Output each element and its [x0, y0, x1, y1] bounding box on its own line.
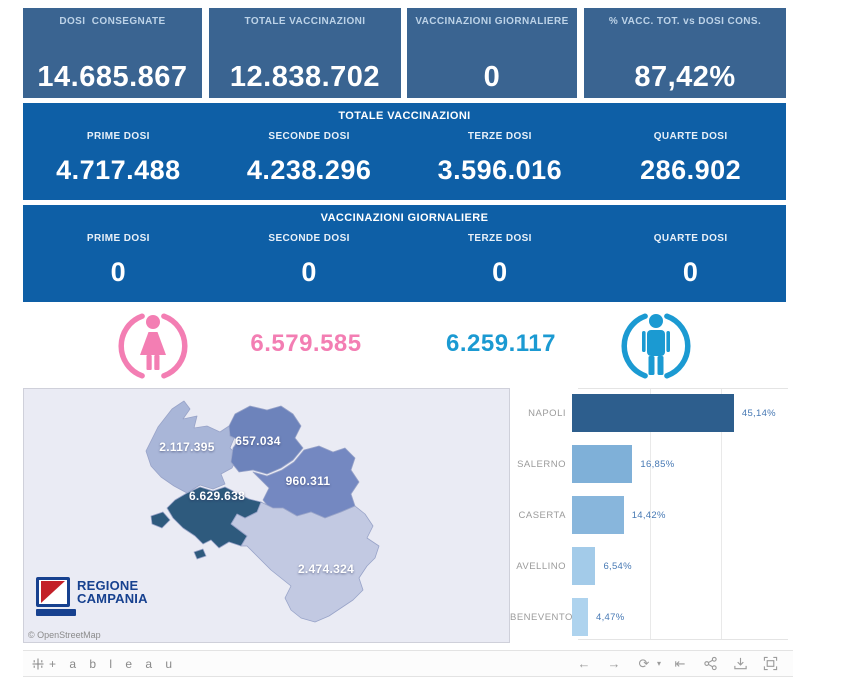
daily-terze-dosi: TERZE DOSI 0 — [467, 233, 532, 287]
osm-attribution[interactable]: © OpenStreetMap — [28, 630, 101, 640]
female-total: 6.579.585 — [250, 330, 362, 357]
campania-map — [145, 400, 380, 623]
totals-seconde-dosi: SECONDE DOSI 4.238.296 — [246, 131, 372, 185]
province-bar-chart: NAPOLI 45,14% SALERNO 16,85% CASERTA 14,… — [510, 388, 800, 643]
kpi-label: TOTALE VACCINAZIONI — [244, 16, 366, 27]
bar-row-napoli[interactable]: NAPOLI 45,14% — [510, 394, 800, 432]
kpi-value: 87,42% — [634, 61, 736, 93]
kpi-label: % VACC. TOT. vs DOSI CONS. — [608, 16, 762, 27]
bar-benevento[interactable] — [572, 598, 589, 636]
gridline-20 — [649, 389, 651, 639]
logo-line2: CAMPANIA — [77, 591, 148, 606]
bar-row-caserta[interactable]: CASERTA 14,42% — [510, 496, 800, 534]
male-total: 6.259.117 — [446, 330, 556, 357]
undo-icon[interactable]: ← — [577, 656, 591, 671]
totals-band-title: TOTALE VACCINAZIONI — [338, 110, 471, 122]
chart-plot-area — [578, 388, 788, 640]
map-value-salerno: 2.474.324 — [297, 562, 355, 576]
totals-prime-dosi: PRIME DOSI 4.717.488 — [56, 131, 181, 185]
replay-caret-icon[interactable]: ▾ — [656, 659, 661, 668]
logo-line1: REGIONE — [77, 578, 139, 593]
skip-to-start-icon[interactable]: ⇤ — [674, 655, 686, 671]
fullscreen-icon[interactable] — [755, 652, 785, 676]
map-island-capri — [193, 548, 207, 560]
kpi-label: VACCINAZIONI GIORNALIERE — [415, 16, 569, 27]
map-region-benevento — [228, 405, 304, 475]
bar-row-salerno[interactable]: SALERNO 16,85% — [510, 445, 800, 483]
redo-icon[interactable]: → — [607, 656, 621, 671]
bar-avellino[interactable] — [572, 547, 596, 585]
kpi-dosi-consegnate: DOSI CONSEGNATE 14.685.867 — [23, 8, 202, 98]
male-icon — [620, 310, 692, 387]
map-value-benevento: 657.034 — [235, 434, 281, 448]
daily-quarte-dosi: QUARTE DOSI 0 — [653, 233, 728, 287]
kpi-value: 14.685.867 — [37, 61, 188, 93]
map-value-avellino: 960.311 — [285, 474, 331, 488]
daily-band: VACCINAZIONI GIORNALIERE PRIME DOSI 0 SE… — [23, 205, 786, 302]
regione-campania-logo: REGIONE CAMPANIA — [36, 577, 148, 616]
daily-seconde-dosi: SECONDE DOSI 0 — [268, 233, 350, 287]
kpi-perc-vacc-vs-dosi: % VACC. TOT. vs DOSI CONS. 87,42% — [584, 8, 786, 98]
share-icon[interactable] — [695, 652, 725, 676]
totals-band: TOTALE VACCINAZIONI PRIME DOSI 4.717.488… — [23, 103, 786, 200]
kpi-value: 12.838.702 — [229, 61, 381, 93]
tableau-mark-icon — [32, 658, 44, 669]
gridline-40 — [721, 389, 723, 639]
bar-salerno[interactable] — [572, 445, 633, 483]
regione-campania-emblem — [36, 577, 76, 616]
kpi-value: 0 — [483, 61, 501, 93]
daily-band-title: VACCINAZIONI GIORNALIERE — [320, 212, 489, 224]
totals-terze-dosi: TERZE DOSI 3.596.016 — [437, 131, 563, 185]
kpi-vaccinazioni-giornaliere: VACCINAZIONI GIORNALIERE 0 — [407, 8, 577, 98]
tableau-toolbar: + a b l e a u ← → ⟳ ▾ ⇤ — [23, 650, 793, 677]
tableau-logo[interactable]: + a b l e a u — [31, 657, 177, 671]
bar-row-benevento[interactable]: BENEVENTO 4,47% — [510, 598, 800, 636]
bar-napoli[interactable] — [572, 394, 734, 432]
download-icon[interactable] — [725, 652, 755, 676]
female-icon — [117, 310, 189, 387]
map-value-caserta: 2.117.395 — [159, 440, 215, 454]
map-value-napoli: 6.629.638 — [188, 489, 246, 503]
bar-caserta[interactable] — [572, 496, 624, 534]
replay-icon[interactable]: ⟳ — [638, 655, 650, 671]
bar-row-avellino[interactable]: AVELLINO 6,54% — [510, 547, 800, 585]
map-island-ischia — [150, 511, 171, 529]
daily-prime-dosi: PRIME DOSI 0 — [86, 233, 150, 287]
map-region-napoli — [166, 486, 262, 549]
kpi-totale-vaccinazioni: TOTALE VACCINAZIONI 12.838.702 — [209, 8, 401, 98]
totals-quarte-dosi: QUARTE DOSI 286.902 — [640, 131, 742, 185]
map-region-caserta — [145, 400, 239, 494]
gender-section: 6.579.585 6.259.117 — [0, 302, 859, 388]
tableau-wordmark: + a b l e a u — [49, 656, 178, 671]
kpi-label: DOSI CONSEGNATE — [59, 16, 166, 27]
campania-map-panel[interactable]: 2.117.395 657.034 960.311 6.629.638 2.47… — [23, 388, 510, 643]
